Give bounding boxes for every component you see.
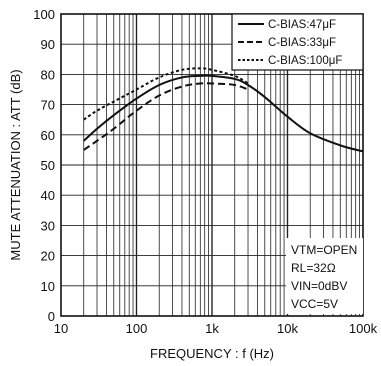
condition-rl: RL=32Ω [291,261,336,275]
legend-label-33uf: C-BIAS:33μF [268,37,336,49]
x-tick-label: 1k [205,321,219,336]
x-tick-label: 10 [54,321,68,336]
condition-vin: VIN=0dBV [291,279,347,293]
curve-c-bias-100uf [83,67,249,121]
x-tick-label: 10k [277,321,298,336]
x-axis-title: FREQUENCY : f (Hz) [150,346,274,361]
chart-curves [83,67,364,153]
y-tick-label: 20 [41,249,55,264]
y-tick-label: 10 [41,279,55,294]
x-tick-label: 100 [126,321,148,336]
y-tick-label: 70 [41,98,55,113]
y-tick-label: 60 [41,128,55,143]
legend-label-100uf: C-BIAS:100μF [268,55,342,67]
y-axis-title: MUTE ATTENUATION : ATT (dB) [8,69,23,260]
x-tick-label: 100k [349,321,378,336]
y-tick-label: 0 [48,309,55,324]
condition-vtm: VTM=OPEN [291,243,357,257]
curve-c-bias-33uf [83,82,249,151]
conditions-box [286,238,363,314]
curve-c-bias-47uf [83,74,364,153]
plot-frame [60,13,364,317]
y-tick-label: 50 [41,158,55,173]
y-tick-label: 100 [33,7,55,22]
y-tick-label: 80 [41,67,55,82]
chart-legend: C-BIAS:47μF C-BIAS:33μF C-BIAS:100μF [231,13,364,71]
condition-vcc: VCC=5V [291,297,338,311]
y-tick-label: 90 [41,37,55,52]
test-conditions: VTM=OPEN RL=32Ω VIN=0dBV VCC=5V [286,238,363,314]
y-tick-label: 40 [41,188,55,203]
y-tick-label: 30 [41,218,55,233]
legend-label-47uf: C-BIAS:47μF [268,19,336,31]
